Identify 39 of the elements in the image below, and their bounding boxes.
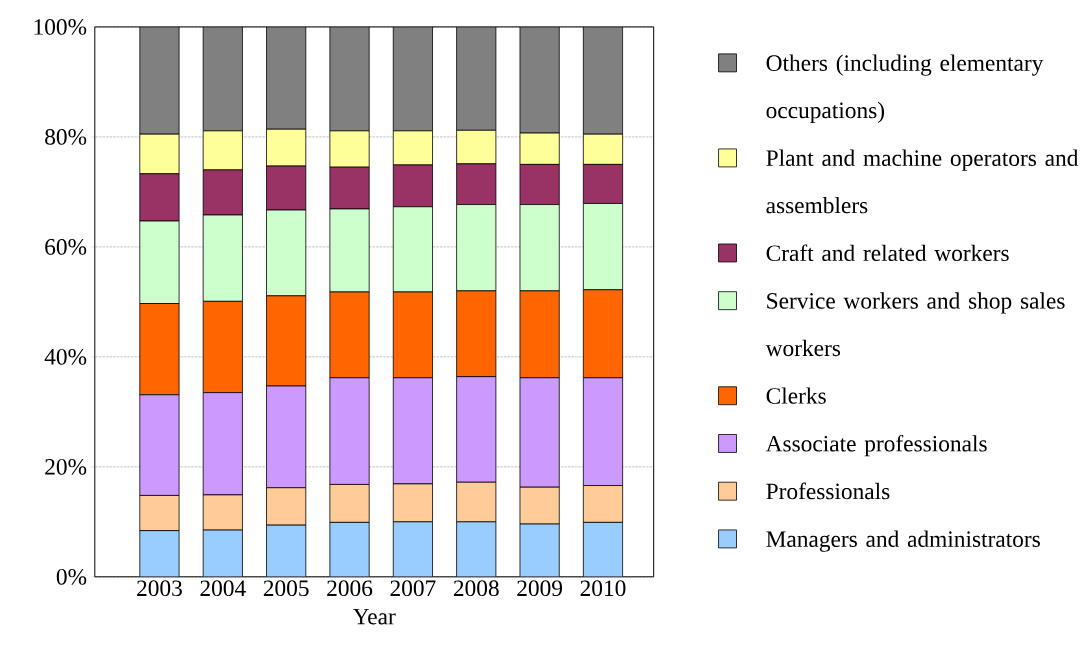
legend-label: Clerks [766, 387, 826, 405]
x-tick-label: 2007 [390, 580, 436, 597]
bar [456, 522, 496, 577]
x-tick-label: 2010 [580, 580, 626, 597]
bar [266, 525, 306, 577]
bar [203, 530, 243, 577]
y-tick-label: 80% [45, 129, 87, 146]
bar [329, 522, 370, 577]
legend-label: Professionals [766, 482, 890, 500]
bar [139, 27, 180, 135]
bar [582, 522, 624, 577]
bar [519, 27, 560, 134]
y-tick-label: 20% [45, 459, 87, 475]
x-tick-label: 2008 [453, 580, 499, 597]
legend-label: Plant and machine operators and assemblers [766, 149, 1079, 214]
legend-label: Others (including elementary occupations) [766, 54, 1044, 124]
y-tick-label: 100% [34, 19, 87, 36]
bar [266, 27, 307, 130]
y-tick-label: 0% [56, 569, 87, 585]
x-tick-label: 2003 [137, 580, 182, 597]
legend-label: Craft and related workers [766, 244, 1009, 262]
x-tick-label: 2006 [327, 580, 373, 597]
bar [456, 27, 497, 131]
x-axis-title: Year [352, 609, 396, 625]
bar [202, 27, 243, 132]
x-tick-label: 2005 [263, 580, 309, 597]
bar [329, 27, 370, 132]
legend-label: Managers and administrators [766, 530, 1040, 552]
legend-label: Service workers and shop sales workers [765, 292, 1065, 357]
bar [393, 522, 433, 577]
bar [139, 530, 180, 577]
legend-label: Associate professionals [765, 435, 987, 457]
y-tick-label: 40% [44, 349, 87, 365]
y-tick-label: 60% [45, 239, 87, 255]
bar [519, 524, 560, 577]
bar [582, 27, 624, 135]
bar [392, 27, 433, 132]
x-tick-label: 2009 [517, 580, 563, 597]
x-tick-label: 2004 [200, 580, 246, 597]
